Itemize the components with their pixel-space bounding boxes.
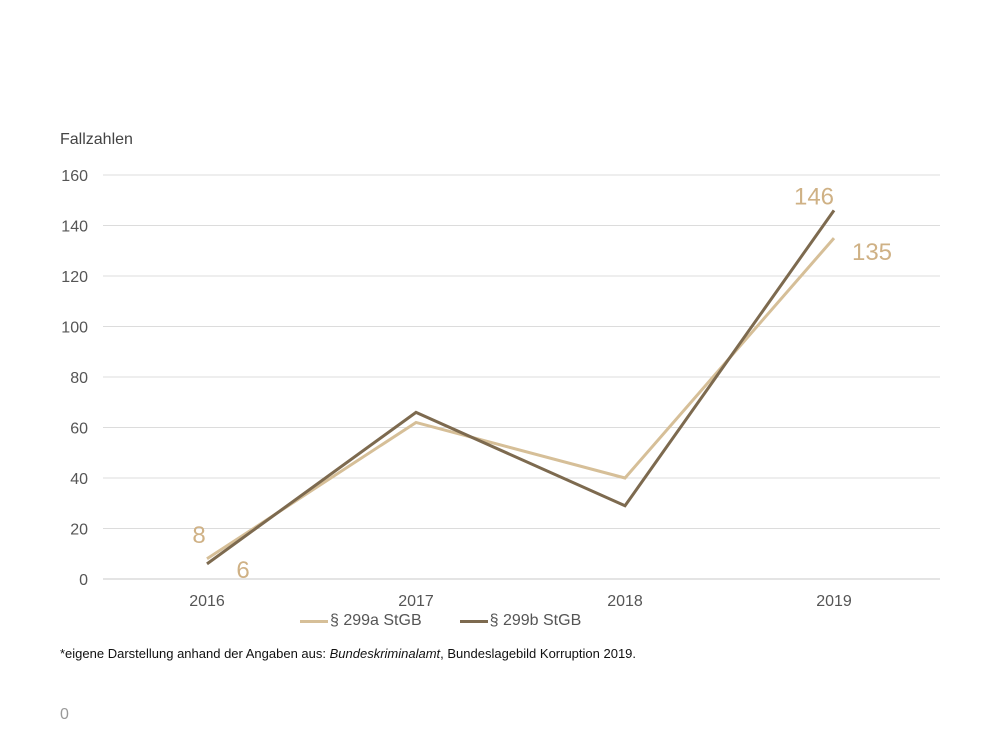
x-tick-label: 2018: [607, 593, 643, 610]
legend-item-299b: § 299b StGB: [459, 612, 582, 630]
y-tick-label: 40: [70, 471, 88, 488]
legend-swatch-299a: [300, 619, 328, 623]
x-tick-label: 2019: [816, 593, 852, 610]
x-tick-label: 2017: [398, 593, 434, 610]
x-tick-label: 2016: [189, 593, 225, 610]
source-footnote: *eigene Darstellung anhand der Angaben a…: [60, 646, 636, 661]
y-tick-label: 140: [61, 219, 88, 236]
y-tick-label: 160: [61, 168, 88, 185]
data-label: 6: [236, 557, 249, 584]
data-label: 8: [192, 522, 205, 549]
series-line-299a: [206, 237, 836, 561]
legend-swatch-299b: [459, 619, 488, 623]
legend-label-299b: § 299b StGB: [489, 612, 582, 629]
y-tick-label: 100: [61, 320, 88, 337]
page-number: 0: [60, 706, 69, 723]
legend-label-299a: § 299a StGB: [330, 612, 422, 629]
y-tick-label: 80: [70, 370, 88, 387]
legend: § 299a StGB § 299b StGB: [300, 612, 581, 630]
series-line-299b: [206, 209, 836, 566]
legend-item-299a: § 299a StGB: [300, 612, 422, 630]
footnote-prefix: *eigene Darstellung anhand der Angaben a…: [60, 646, 330, 661]
data-label: 135: [852, 239, 892, 266]
footnote-suffix: , Bundeslagebild Korruption 2019.: [440, 646, 637, 661]
y-tick-label: 60: [70, 421, 88, 438]
y-tick-label: 20: [70, 522, 88, 539]
y-tick-label: 120: [61, 269, 88, 286]
data-label: 146: [794, 183, 834, 210]
y-axis-title: Fallzahlen: [60, 131, 133, 148]
y-tick-label: 0: [79, 572, 88, 589]
footnote-source: Bundeskriminalamt: [329, 646, 441, 661]
